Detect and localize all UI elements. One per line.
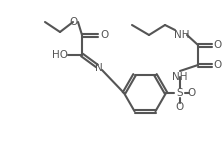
Text: HO: HO	[52, 50, 68, 60]
Text: O: O	[100, 30, 108, 40]
Text: O: O	[213, 40, 221, 50]
Text: S: S	[177, 88, 183, 98]
Text: O: O	[213, 60, 221, 70]
Text: NH: NH	[172, 72, 188, 82]
Text: N: N	[95, 63, 103, 73]
Text: NH: NH	[174, 30, 190, 40]
Text: O: O	[188, 88, 196, 98]
Text: O: O	[176, 102, 184, 112]
Text: O: O	[69, 17, 77, 27]
